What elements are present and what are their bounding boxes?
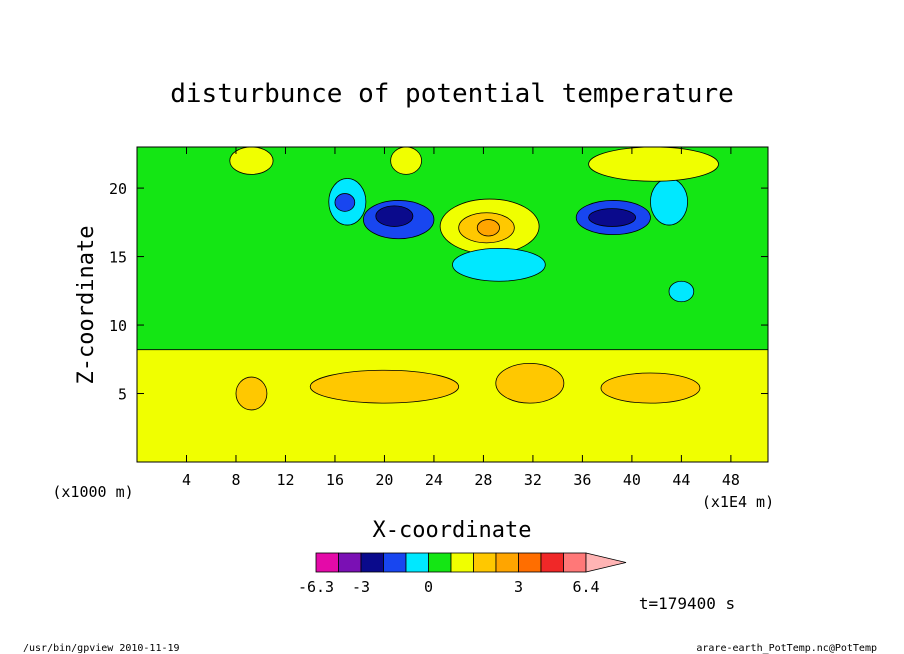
colorbar-swatch — [360, 552, 384, 573]
y-unit-label: (x1000 m) — [52, 483, 133, 501]
y-tick-label: 10 — [109, 317, 127, 335]
contour-region — [452, 247, 546, 282]
contour-region — [235, 376, 268, 411]
x-tick-label: 32 — [524, 471, 542, 489]
contour-region — [476, 219, 500, 237]
colorbar-swatch — [383, 552, 407, 573]
colorbar-label: 6.4 — [572, 578, 599, 596]
contour-region — [137, 349, 768, 462]
x-tick-label: 12 — [276, 471, 294, 489]
y-tick-label: 15 — [109, 249, 127, 267]
colorbar-swatch — [473, 552, 497, 573]
colorbar-swatch — [495, 552, 519, 573]
contour-region — [600, 372, 701, 404]
x-tick-label: 20 — [375, 471, 393, 489]
y-tick-label: 20 — [109, 180, 127, 198]
x-tick-label: 44 — [672, 471, 690, 489]
colorbar-label: 0 — [424, 578, 433, 596]
colorbar-swatch — [563, 552, 587, 573]
colorbar: -6.3 -3 0 3 6.4 — [298, 552, 627, 596]
x-unit-label: (x1E4 m) — [702, 493, 774, 511]
colorbar-swatch — [338, 552, 362, 573]
colorbar-swatch — [315, 552, 339, 573]
colorbar-swatch — [428, 552, 452, 573]
x-tick-label: 40 — [623, 471, 641, 489]
colorbar-swatch — [518, 552, 542, 573]
contour-region — [390, 147, 422, 175]
contour-region — [650, 178, 688, 226]
plot-area — [137, 147, 768, 462]
colorbar-swatch — [540, 552, 564, 573]
y-axis: 5 10 15 20 — [109, 180, 768, 404]
contour-region — [229, 147, 274, 175]
contour-region — [334, 193, 356, 212]
footer-right: arare-earth_PotTemp.nc@PotTemp — [696, 643, 877, 654]
contour-region — [588, 147, 719, 182]
contour-region — [495, 362, 565, 404]
x-tick-label: 36 — [573, 471, 591, 489]
x-tick-label: 48 — [722, 471, 740, 489]
time-annotation: t=179400 s — [639, 594, 735, 613]
plot-frame — [136, 146, 769, 463]
chart-title: disturbunce of potential temperature — [170, 79, 734, 109]
contour-region — [309, 369, 460, 404]
colorbar-label: -6.3 — [298, 578, 334, 596]
x-axis: 4 8 12 16 20 24 28 32 36 40 44 48 — [182, 147, 740, 489]
contour-region — [588, 208, 637, 227]
x-tick-label: 16 — [326, 471, 344, 489]
y-axis-title: Z-coordinate — [74, 226, 99, 385]
colorbar-label: 3 — [514, 578, 523, 596]
x-tick-label: 24 — [425, 471, 443, 489]
colorbar-label: -3 — [352, 578, 370, 596]
y-tick-label: 5 — [118, 386, 127, 404]
contour-region — [375, 205, 414, 227]
colorbar-swatch — [405, 552, 429, 573]
x-tick-label: 28 — [474, 471, 492, 489]
x-tick-label: 4 — [182, 471, 191, 489]
x-tick-label: 8 — [231, 471, 240, 489]
footer-left: /usr/bin/gpview 2010-11-19 — [23, 643, 180, 654]
x-axis-title: X-coordinate — [373, 518, 532, 543]
colorbar-swatch — [450, 552, 474, 573]
contour-region — [668, 280, 695, 303]
colorbar-extend-arrow — [585, 552, 627, 573]
